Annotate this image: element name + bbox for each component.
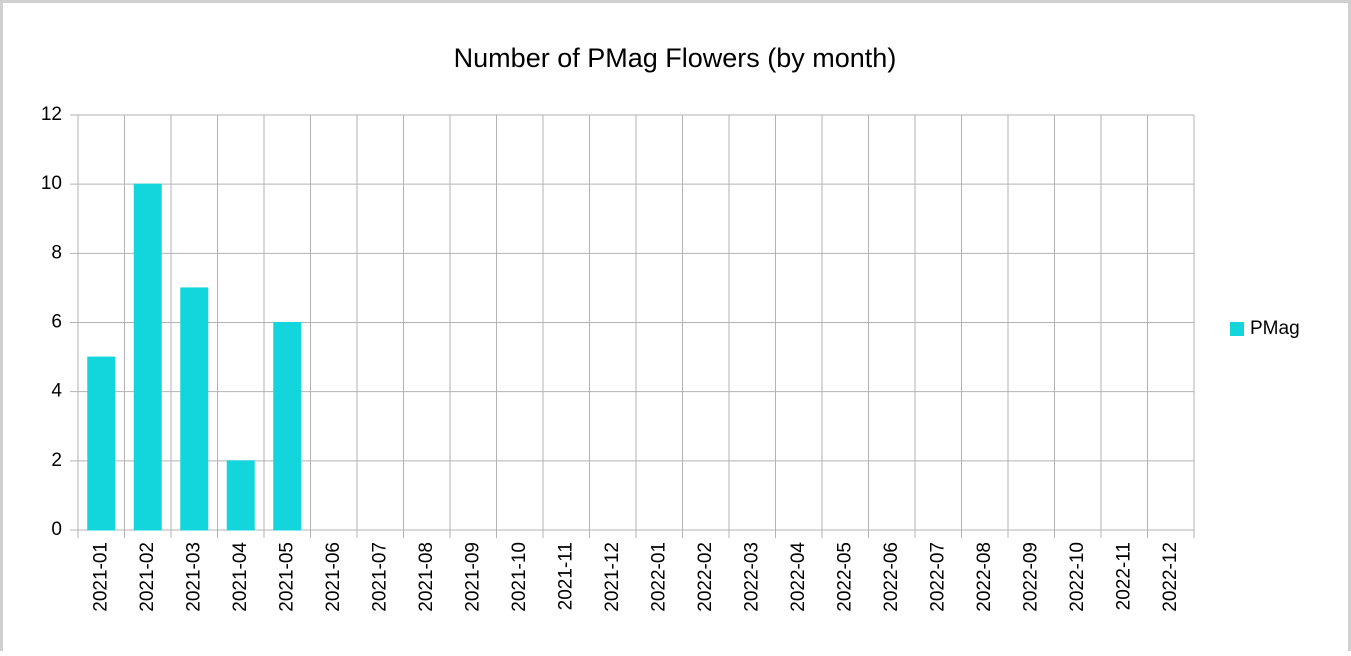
x-tick-label: 2021-08 bbox=[416, 542, 437, 612]
x-tick-label: 2021-02 bbox=[137, 542, 158, 612]
x-tick-label: 2022-11 bbox=[1113, 542, 1134, 610]
x-tick-label: 2022-12 bbox=[1160, 542, 1181, 612]
x-tick-label: 2022-06 bbox=[881, 542, 902, 612]
x-tick-label: 2022-05 bbox=[834, 542, 855, 612]
x-tick-label: 2021-05 bbox=[276, 542, 297, 612]
x-tick-label: 2021-01 bbox=[90, 542, 111, 612]
chart-title: Number of PMag Flowers (by month) bbox=[454, 43, 897, 73]
bar bbox=[133, 183, 162, 531]
bar bbox=[87, 356, 116, 531]
x-tick-label: 2021-12 bbox=[602, 542, 623, 612]
y-tick-label: 4 bbox=[51, 381, 62, 402]
bar bbox=[226, 460, 255, 531]
legend-swatch bbox=[1230, 322, 1244, 336]
x-tick-label: 2021-11 bbox=[555, 542, 576, 610]
x-tick-label: 2022-02 bbox=[695, 542, 716, 612]
x-tick-label: 2021-09 bbox=[462, 542, 483, 612]
x-tick-label: 2022-07 bbox=[927, 542, 948, 612]
x-tick-label: 2022-04 bbox=[788, 542, 809, 612]
x-tick-label: 2022-08 bbox=[974, 542, 995, 612]
x-tick-label: 2022-01 bbox=[648, 542, 669, 612]
y-tick-label: 12 bbox=[41, 104, 62, 125]
bar bbox=[273, 322, 302, 531]
x-tick-label: 2021-10 bbox=[509, 542, 530, 612]
y-tick-label: 8 bbox=[51, 242, 62, 263]
x-tick-label: 2022-03 bbox=[741, 542, 762, 612]
x-tick-label: 2021-04 bbox=[230, 542, 251, 612]
y-tick-label: 0 bbox=[51, 519, 62, 540]
legend-label: PMag bbox=[1250, 318, 1300, 339]
y-tick-label: 2 bbox=[51, 450, 62, 471]
x-tick-label: 2022-09 bbox=[1020, 542, 1041, 612]
y-tick-label: 6 bbox=[51, 312, 62, 333]
bar bbox=[180, 287, 209, 531]
x-tick-label: 2021-06 bbox=[323, 542, 344, 612]
x-tick-label: 2021-07 bbox=[369, 542, 390, 612]
x-tick-label: 2022-10 bbox=[1067, 542, 1088, 612]
x-tick-label: 2021-03 bbox=[183, 542, 204, 612]
y-tick-label: 10 bbox=[41, 173, 62, 194]
